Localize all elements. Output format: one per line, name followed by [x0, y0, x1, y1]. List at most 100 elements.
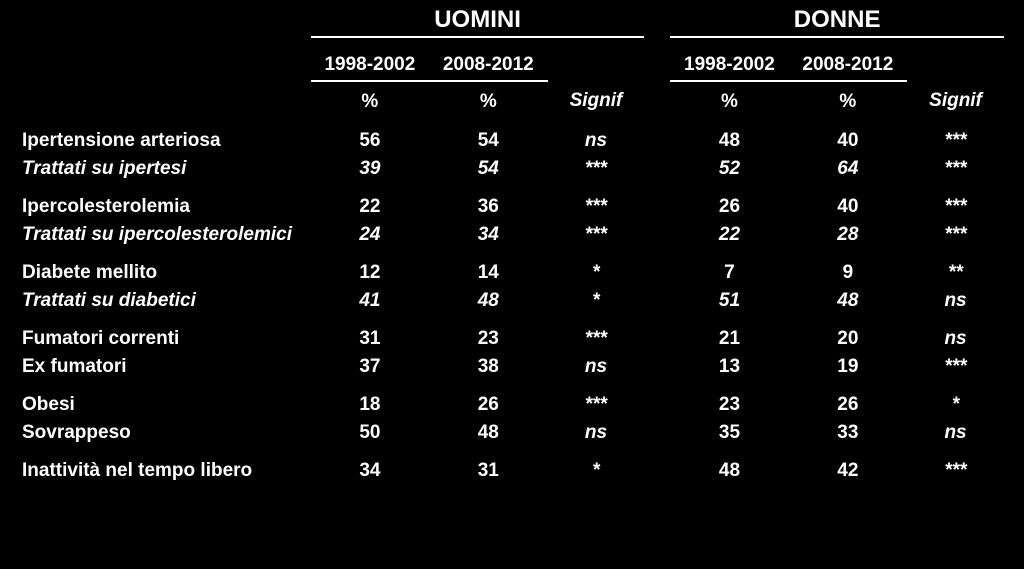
- cell-m1: 56: [311, 126, 429, 154]
- cell-w-signif: ***: [907, 220, 1004, 248]
- cell-m-signif: *: [548, 456, 645, 484]
- risk-factor-table: UOMINI DONNE 1998-2002 2008-2012 1998-20…: [20, 6, 1004, 484]
- cell-m2: 48: [429, 418, 547, 446]
- table-row: Fumatori correnti3123***2120ns: [20, 324, 1004, 352]
- cell-w-signif: ***: [907, 126, 1004, 154]
- cell-w1: 52: [670, 154, 788, 182]
- cell-m-signif: ns: [548, 418, 645, 446]
- table-row: Sovrappeso5048ns3533ns: [20, 418, 1004, 446]
- cell-m2: 26: [429, 390, 547, 418]
- subhead-w-signif: Signif: [907, 81, 1004, 116]
- cell-m-signif: ns: [548, 126, 645, 154]
- subhead-w1-pct: %: [670, 81, 788, 116]
- cell-m-signif: ***: [548, 324, 645, 352]
- period-header-row: 1998-2002 2008-2012 1998-2002 2008-2012: [20, 44, 1004, 81]
- cell-m1: 31: [311, 324, 429, 352]
- row-label: Trattati su ipercolesterolemici: [20, 220, 311, 248]
- cell-w-signif: **: [907, 258, 1004, 286]
- table-row: Trattati su ipertesi3954***5264***: [20, 154, 1004, 182]
- table-row: Trattati su ipercolesterolemici2434***22…: [20, 220, 1004, 248]
- group-header-row: UOMINI DONNE: [20, 6, 1004, 37]
- row-spacer: [20, 446, 1004, 456]
- cell-m1: 22: [311, 192, 429, 220]
- cell-m1: 50: [311, 418, 429, 446]
- row-label: Diabete mellito: [20, 258, 311, 286]
- cell-w-signif: ***: [907, 456, 1004, 484]
- table-row: Diabete mellito1214*79**: [20, 258, 1004, 286]
- cell-w1: 35: [670, 418, 788, 446]
- cell-m1: 37: [311, 352, 429, 380]
- cell-w-signif: ***: [907, 192, 1004, 220]
- cell-m1: 24: [311, 220, 429, 248]
- period-w2: 2008-2012: [789, 44, 907, 81]
- cell-m-signif: ***: [548, 192, 645, 220]
- subhead-w2-pct: %: [789, 81, 907, 116]
- cell-w1: 48: [670, 456, 788, 484]
- table-row: Ex fumatori3738ns1319***: [20, 352, 1004, 380]
- cell-w-signif: ns: [907, 418, 1004, 446]
- cell-w-signif: ***: [907, 352, 1004, 380]
- cell-m2: 14: [429, 258, 547, 286]
- cell-w-signif: *: [907, 390, 1004, 418]
- col-gap: [644, 286, 670, 314]
- table-row: Ipertensione arteriosa5654ns 4840***: [20, 126, 1004, 154]
- row-label: Obesi: [20, 390, 311, 418]
- row-label: Ipercolesterolemia: [20, 192, 311, 220]
- cell-m2: 54: [429, 154, 547, 182]
- row-label: Ex fumatori: [20, 352, 311, 380]
- table-row: Ipercolesterolemia2236***2640***: [20, 192, 1004, 220]
- col-gap: [644, 192, 670, 220]
- cell-m1: 18: [311, 390, 429, 418]
- col-gap: [644, 390, 670, 418]
- cell-w1: 22: [670, 220, 788, 248]
- cell-m2: 23: [429, 324, 547, 352]
- cell-w2: 28: [789, 220, 907, 248]
- table-row: Trattati su diabetici4148*5148ns: [20, 286, 1004, 314]
- cell-w2: 42: [789, 456, 907, 484]
- cell-w2: 19: [789, 352, 907, 380]
- cell-w1: 13: [670, 352, 788, 380]
- col-gap: [644, 324, 670, 352]
- cell-w-signif: ***: [907, 154, 1004, 182]
- row-label: Trattati su diabetici: [20, 286, 311, 314]
- period-m2: 2008-2012: [429, 44, 547, 81]
- cell-w1: 23: [670, 390, 788, 418]
- cell-m2: 48: [429, 286, 547, 314]
- cell-w2: 9: [789, 258, 907, 286]
- cell-w1: 48: [670, 126, 788, 154]
- cell-m-signif: ns: [548, 352, 645, 380]
- row-spacer: [20, 314, 1004, 324]
- cell-m2: 34: [429, 220, 547, 248]
- table-row: Obesi1826***2326*: [20, 390, 1004, 418]
- cell-m-signif: ***: [548, 390, 645, 418]
- cell-w2: 26: [789, 390, 907, 418]
- cell-m-signif: ***: [548, 154, 645, 182]
- cell-m2: 36: [429, 192, 547, 220]
- cell-m2: 54: [429, 126, 547, 154]
- cell-w2: 64: [789, 154, 907, 182]
- row-label: Sovrappeso: [20, 418, 311, 446]
- cell-w2: 40: [789, 192, 907, 220]
- subhead-m1-pct: %: [311, 81, 429, 116]
- subhead-row: % % Signif % % Signif: [20, 81, 1004, 116]
- row-label: Trattati su ipertesi: [20, 154, 311, 182]
- col-gap: [644, 418, 670, 446]
- cell-m-signif: ***: [548, 220, 645, 248]
- table-row: Inattività nel tempo libero3431*4842***: [20, 456, 1004, 484]
- col-gap: [644, 258, 670, 286]
- subhead-m-signif: Signif: [548, 81, 645, 116]
- cell-w-signif: ns: [907, 324, 1004, 352]
- cell-w1: 26: [670, 192, 788, 220]
- cell-m2: 31: [429, 456, 547, 484]
- cell-m1: 39: [311, 154, 429, 182]
- cell-w1: 21: [670, 324, 788, 352]
- row-label: Ipertensione arteriosa: [20, 126, 311, 154]
- cell-m1: 34: [311, 456, 429, 484]
- group-head-women: DONNE: [670, 6, 1004, 37]
- col-gap: [644, 352, 670, 380]
- cell-w2: 33: [789, 418, 907, 446]
- cell-w2: 40: [789, 126, 907, 154]
- cell-m1: 12: [311, 258, 429, 286]
- period-w1: 1998-2002: [670, 44, 788, 81]
- row-spacer: [20, 248, 1004, 258]
